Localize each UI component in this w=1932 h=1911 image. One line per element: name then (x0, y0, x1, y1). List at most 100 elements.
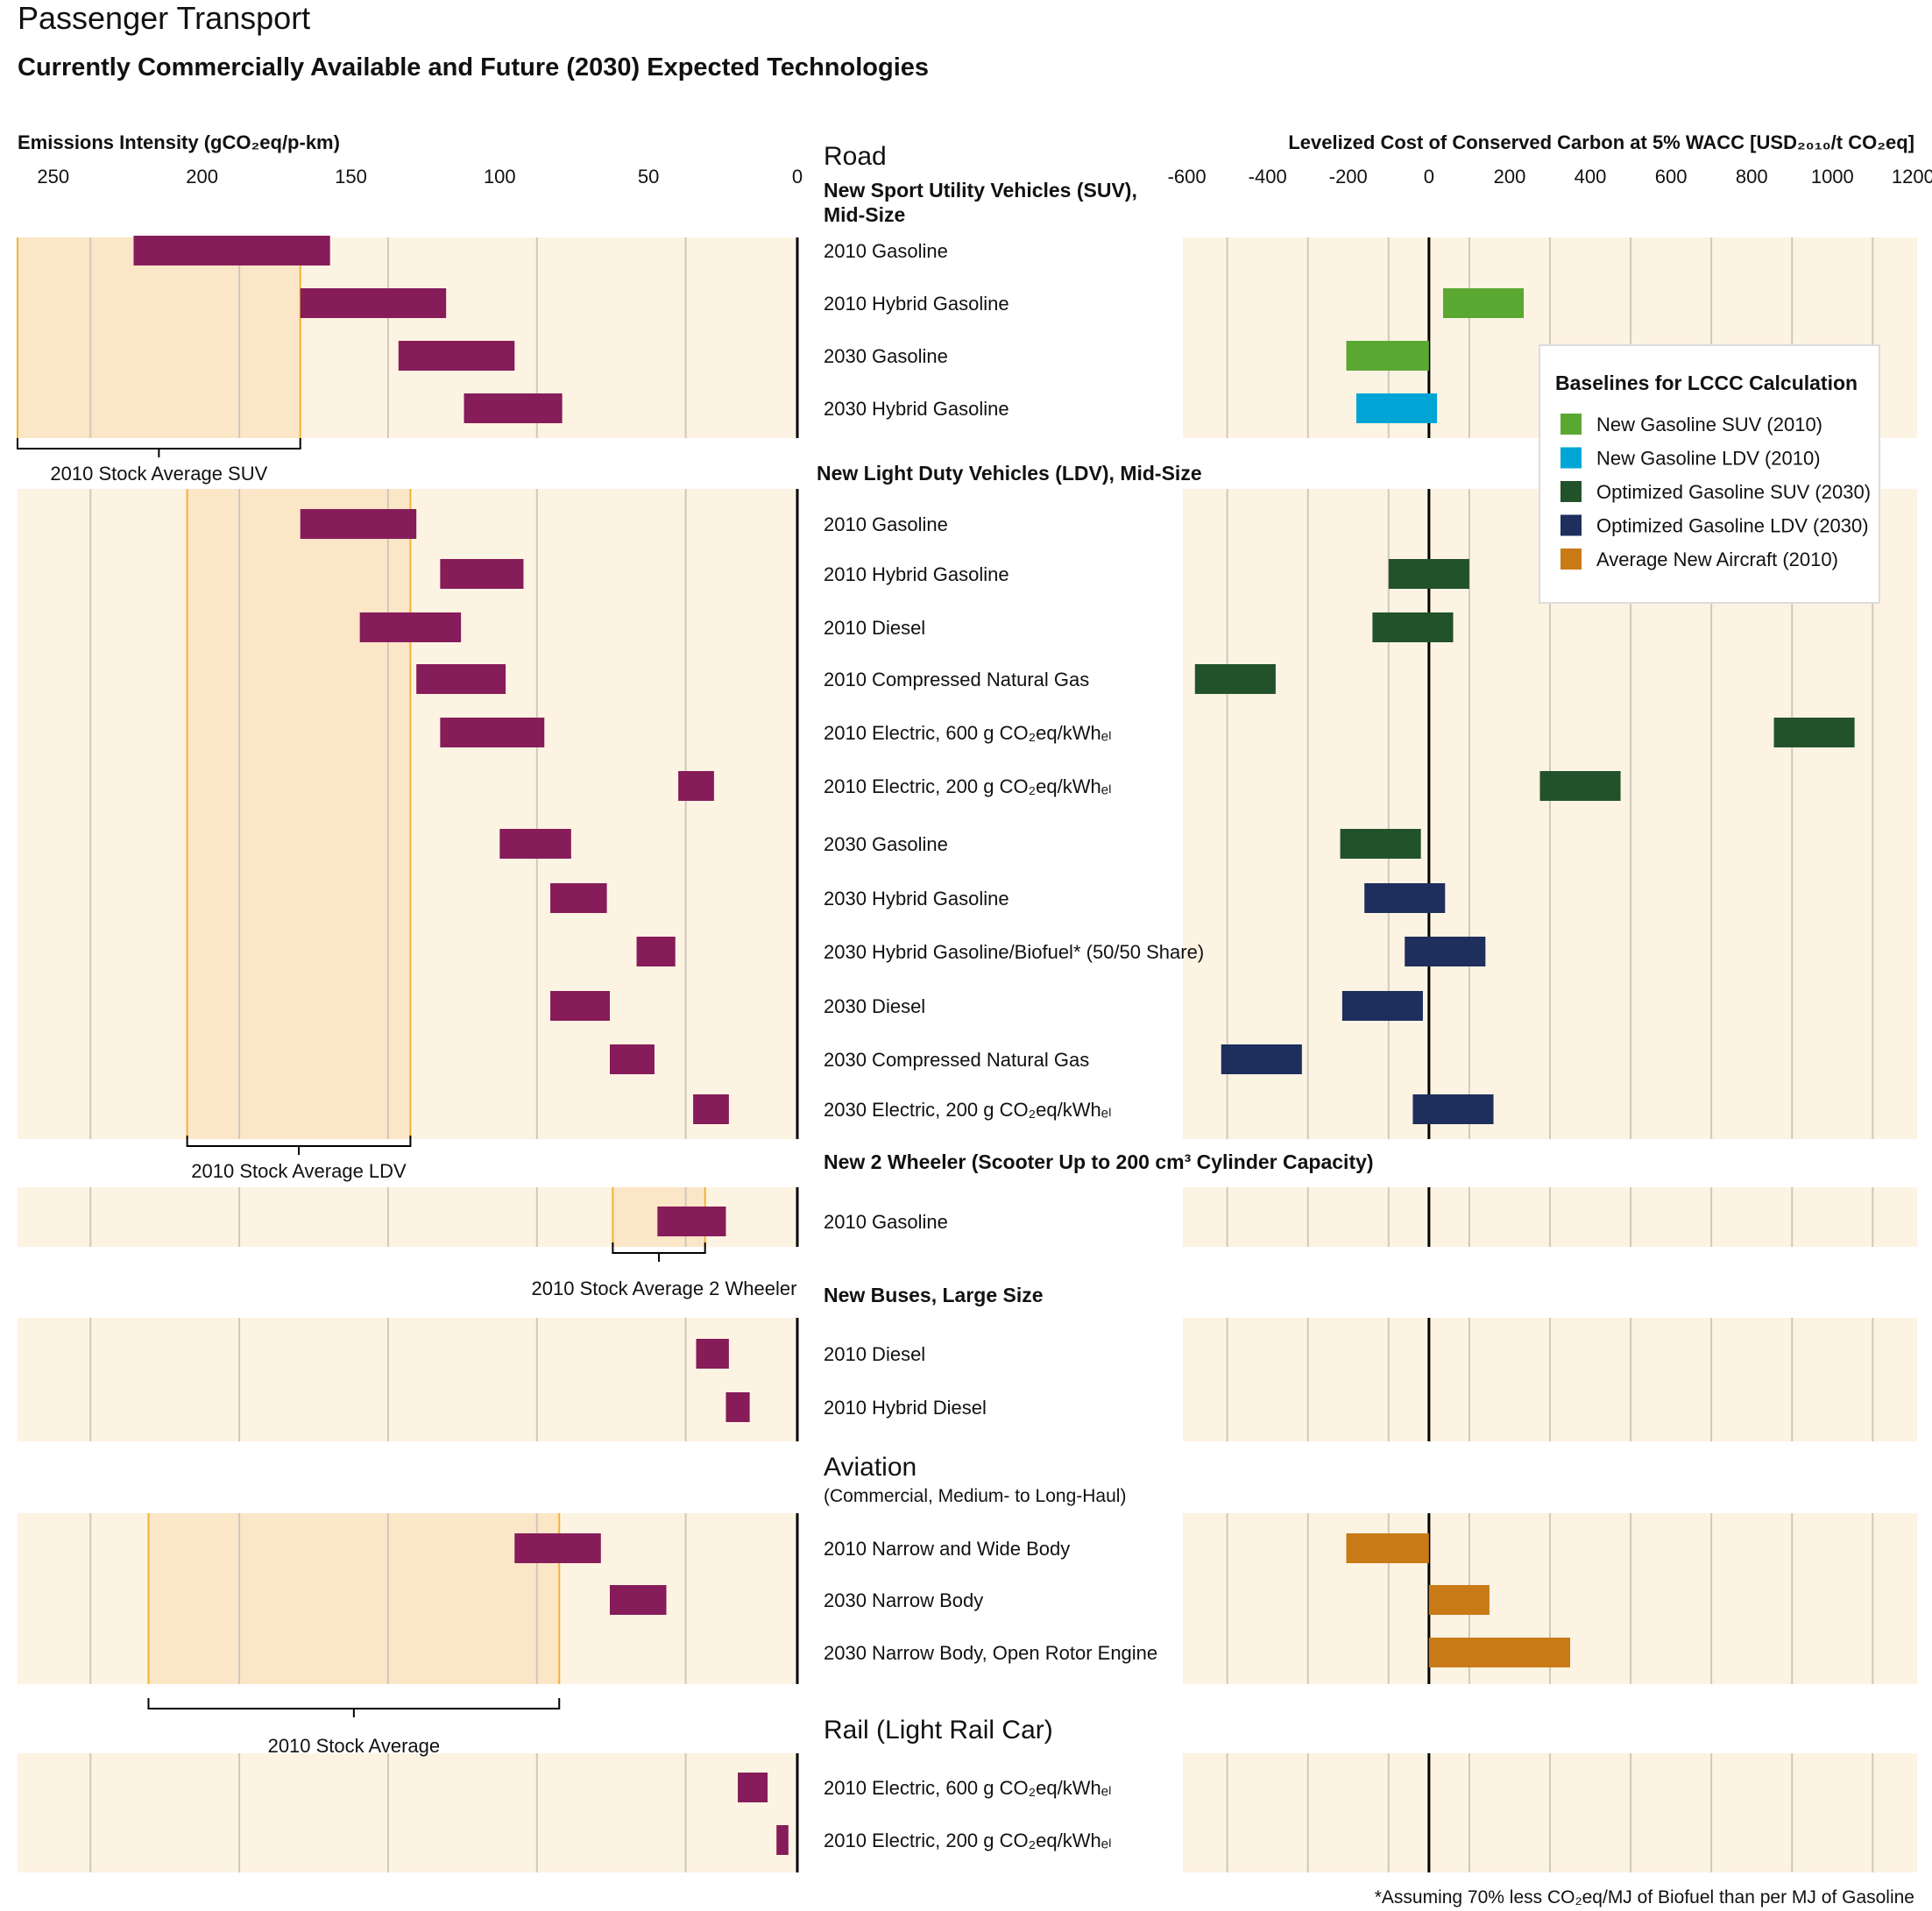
row-label: 2010 Gasoline (824, 240, 948, 262)
lccc-bar (1364, 883, 1446, 913)
row-label: 2010 Hybrid Gasoline (824, 563, 1009, 585)
emission-bar (657, 1207, 726, 1236)
cost-tick-label: -200 (1329, 166, 1368, 188)
emission-bar (499, 829, 571, 859)
cost-tick-label: -600 (1168, 166, 1207, 188)
cost-tick-label: 600 (1655, 166, 1688, 188)
section-heading-aviation: Aviation (824, 1453, 916, 1482)
cost-tick-label: 200 (1494, 166, 1526, 188)
emission-bar (416, 664, 506, 694)
emissions-tick-label: 0 (792, 166, 803, 188)
lccc-bar (1442, 288, 1525, 318)
stock-average-label: 2010 Stock Average (268, 1735, 441, 1757)
stock-average-bracket (612, 1242, 706, 1262)
group-heading-suv-2: Mid-Size (824, 203, 905, 226)
legend-label: New Gasoline SUV (2010) (1596, 414, 1822, 435)
lccc-bar (1340, 829, 1421, 859)
stock-average-label: 2010 Stock Average SUV (50, 463, 267, 485)
group-heading-aviation: (Commercial, Medium- to Long-Haul) (824, 1486, 1126, 1506)
emission-bar (636, 937, 676, 966)
lccc-bar (1428, 1585, 1490, 1615)
row-label: 2010 Narrow and Wide Body (824, 1538, 1070, 1560)
emission-bar (725, 1392, 750, 1422)
stock-average-label: 2010 Stock Average LDV (191, 1160, 407, 1182)
emissions-tick-label: 150 (335, 166, 367, 188)
emission-bar (678, 771, 714, 801)
row-label: 2010 Diesel (824, 1343, 925, 1365)
stock-average-band (187, 489, 411, 1139)
emission-bar (398, 341, 515, 371)
cost-tick-label: 0 (1424, 166, 1434, 188)
row-label: 2030 Compressed Natural Gas (824, 1049, 1089, 1071)
emission-bar (609, 1585, 667, 1615)
cost-tick-label: 1200 (1892, 166, 1932, 188)
figure-title: Passenger Transport (18, 0, 310, 36)
row-label: 2010 Hybrid Gasoline (824, 293, 1009, 315)
lccc-bar (1346, 1533, 1429, 1563)
stock-average-bands (17, 237, 706, 1717)
emissions-tick-label: 250 (37, 166, 69, 188)
stock-average-bracket (147, 1698, 561, 1717)
row-label: 2010 Electric, 600 g CO₂eq/kWhₑₗ (824, 1777, 1112, 1799)
emission-bar (300, 509, 417, 539)
group-heading-2wheeler: New 2 Wheeler (Scooter Up to 200 cm³ Cyl… (824, 1150, 1374, 1173)
legend-title: Baselines for LCCC Calculation (1555, 372, 1858, 394)
lccc-bar (1388, 559, 1469, 589)
legend: Baselines for LCCC Calculation New Gasoli… (1539, 344, 1880, 604)
emission-bar (696, 1339, 729, 1369)
footnote: *Assuming 70% less CO₂eq/MJ of Biofuel t… (1375, 1887, 1914, 1907)
row-label: 2010 Electric, 600 g CO₂eq/kWhₑₗ (824, 722, 1112, 744)
stock-average-bracket (186, 1136, 412, 1155)
row-label: 2030 Narrow Body, Open Rotor Engine (824, 1642, 1157, 1664)
lccc-bar (1341, 991, 1423, 1021)
group-heading-suv: New Sport Utility Vehicles (SUV), (824, 179, 1137, 202)
group-heading-buses: New Buses, Large Size (824, 1284, 1044, 1306)
emission-bar (464, 393, 563, 423)
row-label: 2030 Hybrid Gasoline (824, 398, 1009, 420)
row-label: 2030 Gasoline (824, 833, 948, 855)
lccc-bar (1194, 664, 1276, 694)
lccc-bar (1355, 393, 1438, 423)
cost-tick-label: 400 (1575, 166, 1607, 188)
legend-label: Optimized Gasoline LDV (2030) (1596, 515, 1869, 537)
figure-subtitle: Currently Commercially Available and Fut… (18, 53, 929, 81)
stock-average-band (18, 237, 301, 438)
stock-average-band (148, 1513, 560, 1684)
emissions-panel-bg (18, 1753, 797, 1872)
section-heading-road: Road (824, 142, 887, 171)
cost-tick-label: 800 (1736, 166, 1768, 188)
row-label: 2030 Narrow Body (824, 1589, 983, 1611)
legend-swatch (1560, 447, 1582, 469)
emission-bar (514, 1533, 601, 1563)
lccc-bar (1773, 718, 1855, 747)
section-heading-rail: Rail (Light Rail Car) (824, 1716, 1053, 1745)
lccc-bar (1372, 612, 1454, 642)
lccc-bar (1221, 1044, 1302, 1074)
legend-label: Optimized Gasoline SUV (2030) (1596, 481, 1871, 503)
cost-tick-label: 1000 (1811, 166, 1854, 188)
row-label: 2010 Gasoline (824, 1211, 948, 1233)
row-label: 2030 Diesel (824, 995, 925, 1017)
legend-swatch (1560, 514, 1582, 536)
legend-label: Average New Aircraft (2010) (1596, 549, 1838, 570)
emission-bar (609, 1044, 655, 1074)
lccc-bar (1346, 341, 1429, 371)
row-label: 2010 Diesel (824, 617, 925, 639)
emissions-tick-label: 100 (484, 166, 516, 188)
legend-swatch (1560, 549, 1582, 570)
cost-tick-label: -400 (1249, 166, 1287, 188)
emission-bar (550, 883, 607, 913)
lccc-bar (1412, 1094, 1494, 1124)
emission-bar (776, 1825, 789, 1855)
emission-bar (300, 288, 447, 318)
emissions-axis-title: Emissions Intensity (gCO₂eq/p-km) (18, 131, 340, 153)
group-heading-ldv: New Light Duty Vehicles (LDV), Mid-Size (817, 462, 1202, 485)
emission-bar (133, 236, 330, 265)
lccc-bar (1428, 1638, 1571, 1667)
legend-swatch (1560, 414, 1582, 435)
row-label: 2010 Gasoline (824, 513, 948, 535)
stock-average-bracket (17, 438, 301, 457)
data-bars (133, 236, 1855, 1855)
lccc-bar (1539, 771, 1621, 801)
